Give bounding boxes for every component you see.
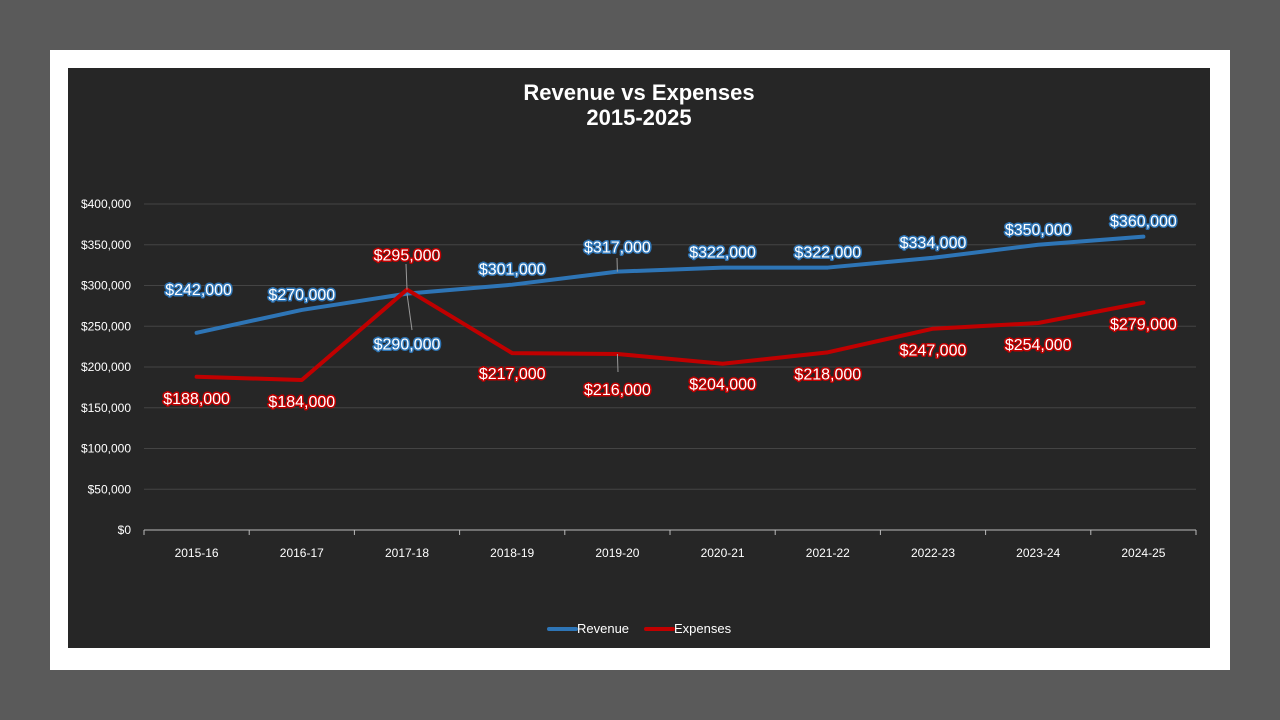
y-tick-label: $50,000 xyxy=(88,482,132,496)
data-label-expenses: $204,000 xyxy=(689,377,756,394)
legend-label-revenue: Revenue xyxy=(577,621,629,636)
y-tick-label: $200,000 xyxy=(81,360,131,374)
data-label-expenses: $279,000 xyxy=(1110,317,1177,334)
x-tick-label: 2021-22 xyxy=(806,546,850,560)
y-tick-label: $300,000 xyxy=(81,279,131,293)
y-tick-label: $350,000 xyxy=(81,238,131,252)
series-line-expenses xyxy=(194,287,1146,383)
data-label-revenue: $242,000 xyxy=(165,282,232,299)
y-tick-label: $250,000 xyxy=(81,319,131,333)
data-label-expenses: $295,000 xyxy=(374,248,441,265)
y-tick-label: $0 xyxy=(118,523,132,537)
x-tick-label: 2018-19 xyxy=(490,546,534,560)
data-label-expenses: $188,000 xyxy=(163,391,230,408)
data-label-revenue: $360,000 xyxy=(1110,214,1177,231)
leader-line xyxy=(405,263,408,290)
chart-area xyxy=(68,68,1210,648)
series-line-revenue xyxy=(194,234,1146,335)
chart-title: Revenue vs Expenses 2015-2025 xyxy=(68,80,1210,130)
x-tick-label: 2015-16 xyxy=(175,546,219,560)
x-tick-label: 2017-18 xyxy=(385,546,429,560)
legend-label-expenses: Expenses xyxy=(674,621,732,636)
y-tick-label: $150,000 xyxy=(81,401,131,415)
x-tick-label: 2024-25 xyxy=(1121,546,1165,560)
data-label-expenses: $254,000 xyxy=(1005,337,1072,354)
chart-subtitle: 2015-2025 xyxy=(586,105,692,130)
data-label-revenue: $322,000 xyxy=(689,245,756,262)
data-label-revenue: $270,000 xyxy=(268,287,335,304)
x-tick-label: 2019-20 xyxy=(595,546,639,560)
data-label-expenses: $216,000 xyxy=(584,382,651,399)
data-label-revenue: $350,000 xyxy=(1005,222,1072,239)
data-label-expenses: $218,000 xyxy=(794,366,861,383)
x-tick-label: 2022-23 xyxy=(911,546,955,560)
x-tick-label: 2023-24 xyxy=(1016,546,1060,560)
y-tick-label: $400,000 xyxy=(81,197,131,211)
x-tick-label: 2016-17 xyxy=(280,546,324,560)
data-label-expenses: $184,000 xyxy=(268,394,335,411)
chart-title-main: Revenue vs Expenses xyxy=(523,80,755,105)
y-tick-label: $100,000 xyxy=(81,442,131,456)
data-label-revenue: $322,000 xyxy=(794,245,861,262)
data-label-revenue: $317,000 xyxy=(584,240,651,257)
data-label-expenses: $217,000 xyxy=(479,366,546,383)
data-label-revenue: $290,000 xyxy=(374,337,441,354)
leader-line xyxy=(616,353,619,373)
leader-line xyxy=(406,293,413,331)
data-label-expenses: $247,000 xyxy=(900,343,967,360)
data-label-revenue: $301,000 xyxy=(479,262,546,279)
data-label-revenue: $334,000 xyxy=(900,235,967,252)
x-tick-label: 2020-21 xyxy=(701,546,745,560)
